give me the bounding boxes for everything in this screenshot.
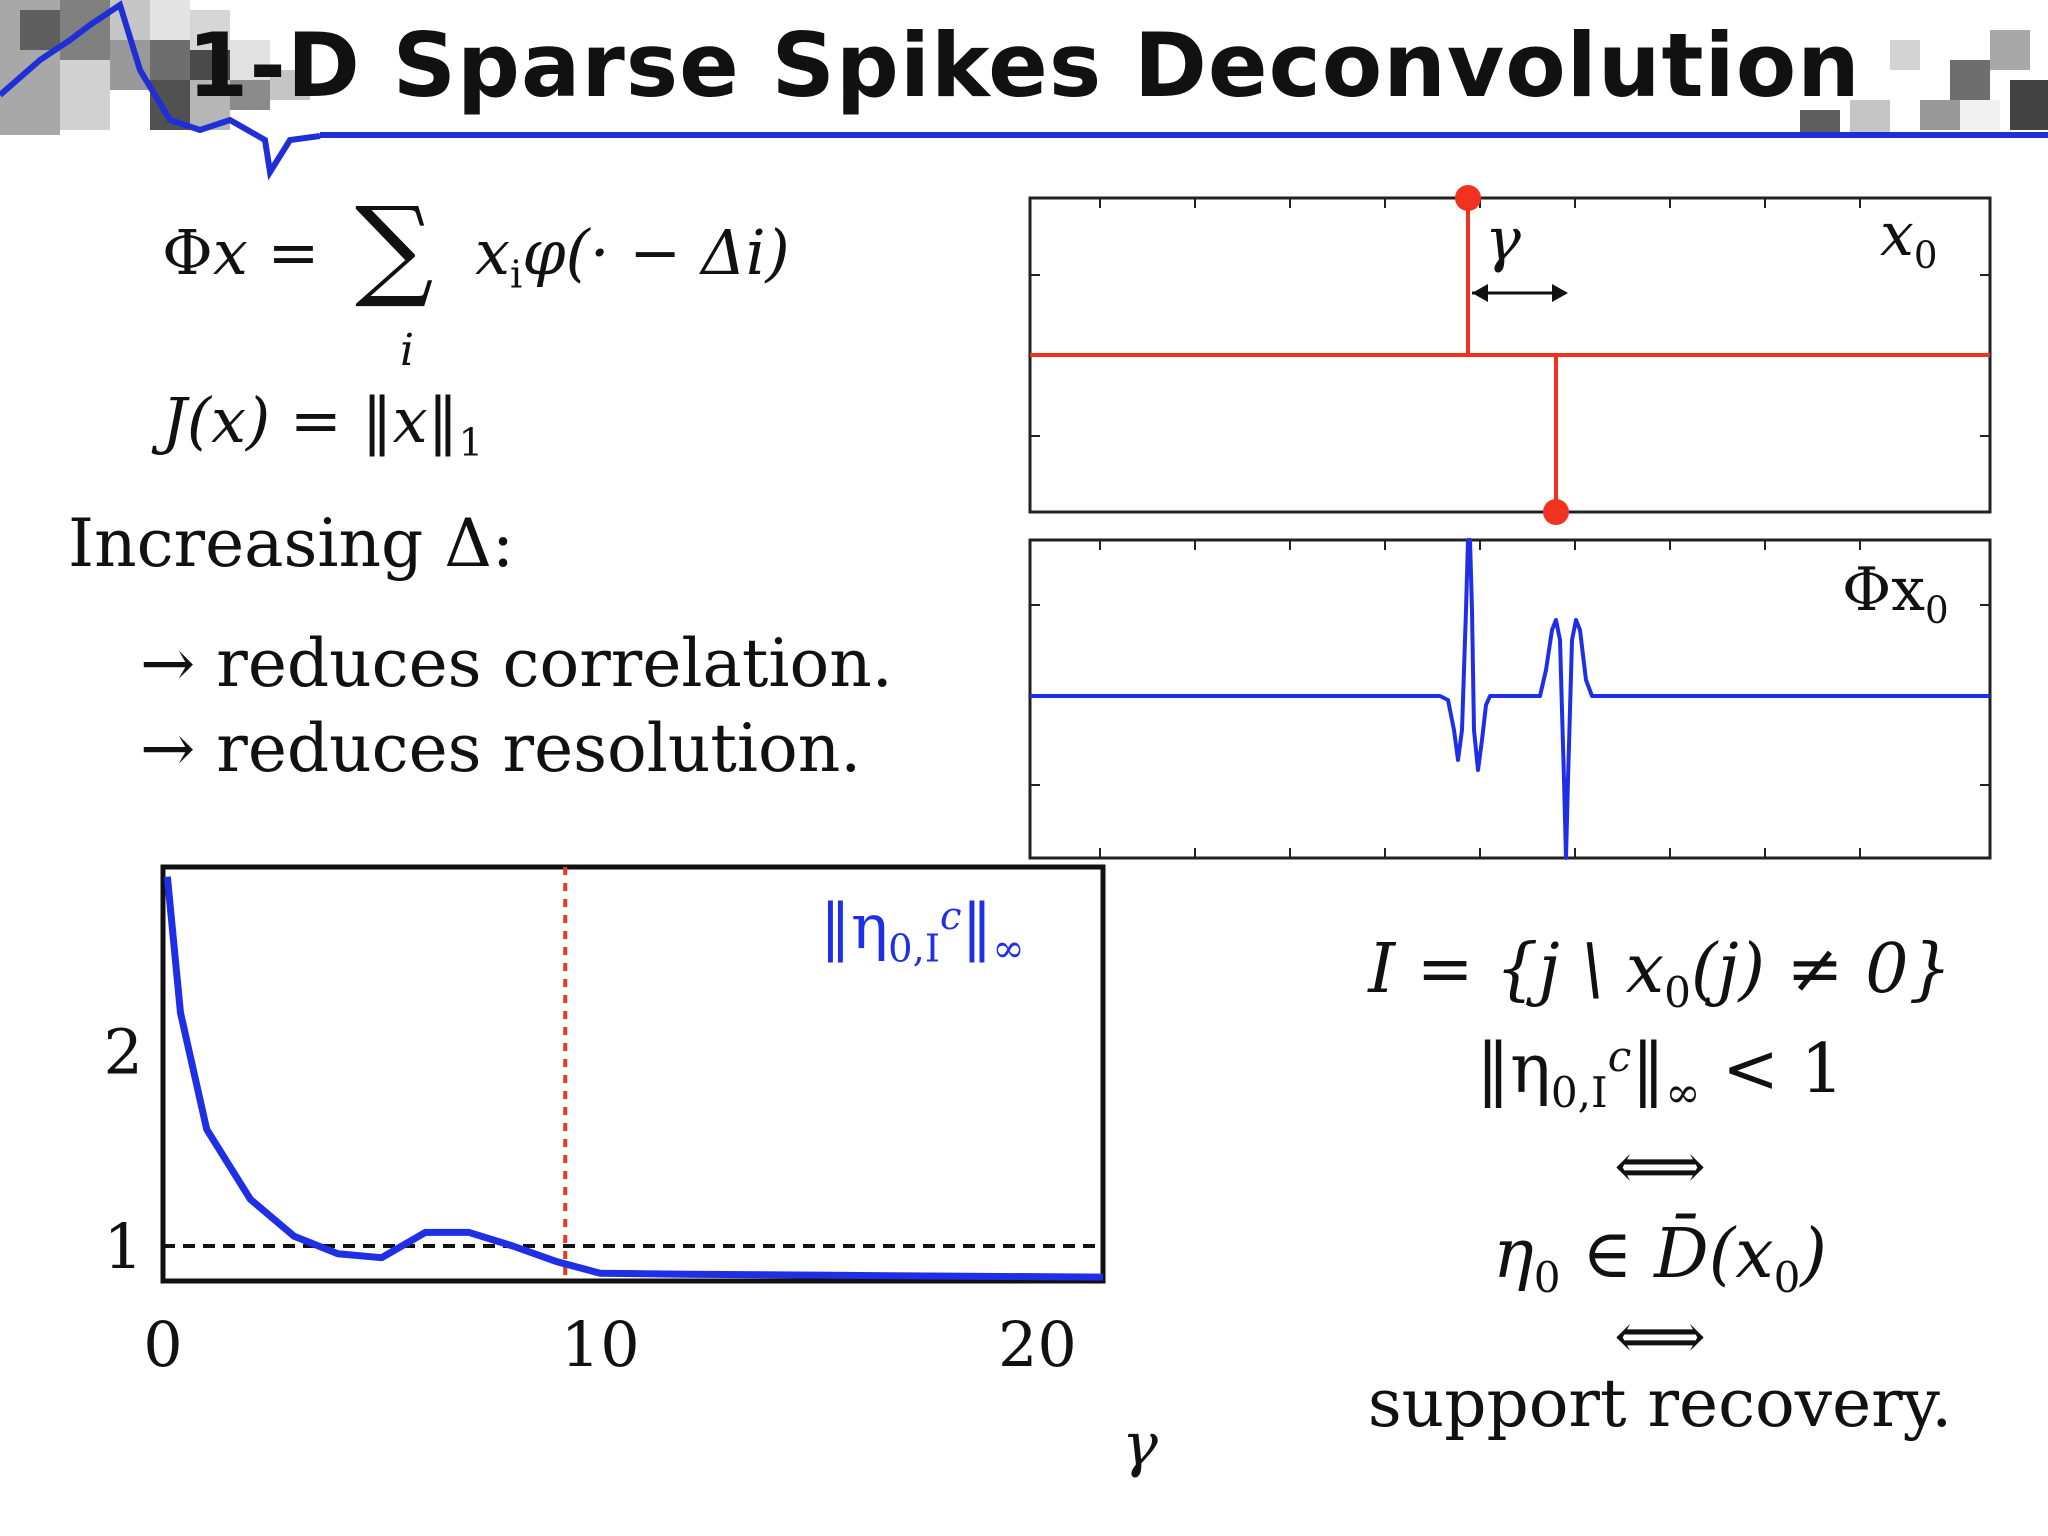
x0-label: x0 — [1880, 200, 1938, 278]
increasing-delta-heading: Increasing Δ: — [68, 505, 515, 582]
eta-norm-chart: 0 10 20 1 2 — [104, 864, 1106, 1381]
phi-kernel: xiφ(· − Δi) — [475, 216, 790, 298]
sum-index: i — [400, 325, 415, 376]
eta-chart-frame — [160, 864, 1106, 1284]
x-tick-label: 10 — [561, 1308, 640, 1381]
x-axis-gamma-label: γ — [1122, 1410, 1158, 1480]
title-underline — [320, 132, 2048, 138]
header-logo-mosaic — [0, 0, 2048, 180]
support-set-definition: I = {j \ x0(j) ≠ 0} — [1368, 930, 1952, 1017]
eta-series-label: ‖η0,Ic‖∞ — [820, 890, 1025, 972]
iff-symbol-1: ⟺ — [1614, 1130, 1706, 1204]
y-tick-label: 2 — [104, 1016, 143, 1089]
eta-norm-condition: ‖η0,Ic‖∞ < 1 — [1476, 1030, 1844, 1117]
phi-definition: Φx = — [162, 216, 320, 289]
spike-up-marker — [1455, 185, 1481, 211]
eta-in-dual-condition: η0 ∈ D̄(x0) — [1493, 1215, 1827, 1302]
iff-symbol-2: ⟺ — [1614, 1300, 1706, 1374]
j-definition: J(x) = ‖x‖1 — [162, 384, 484, 466]
signal-plot-ticks — [1030, 540, 1990, 858]
y-tick-label: 1 — [104, 1210, 143, 1283]
filtered-signal-line — [1030, 538, 1990, 860]
eta-norm-series — [163, 876, 1104, 1281]
bullet-resolution: → reduces resolution. — [140, 710, 862, 787]
signal-plot-frame — [1028, 538, 1992, 860]
bullet-correlation: → reduces correlation. — [140, 625, 893, 702]
page-title: 1-D Sparse Spikes Deconvolution — [187, 14, 1861, 117]
x-tick-label: 20 — [998, 1308, 1077, 1381]
spike-plot — [1028, 185, 1992, 525]
phi-x0-label: Φx0 — [1842, 555, 1949, 633]
sum-symbol: ∑ — [355, 183, 434, 311]
support-recovery-text: support recovery. — [1367, 1365, 1953, 1442]
x-tick-label: 0 — [143, 1308, 182, 1381]
spike-down-marker — [1543, 499, 1569, 525]
filtered-signal-plot — [1028, 538, 1992, 860]
gamma-label: γ — [1485, 205, 1521, 275]
